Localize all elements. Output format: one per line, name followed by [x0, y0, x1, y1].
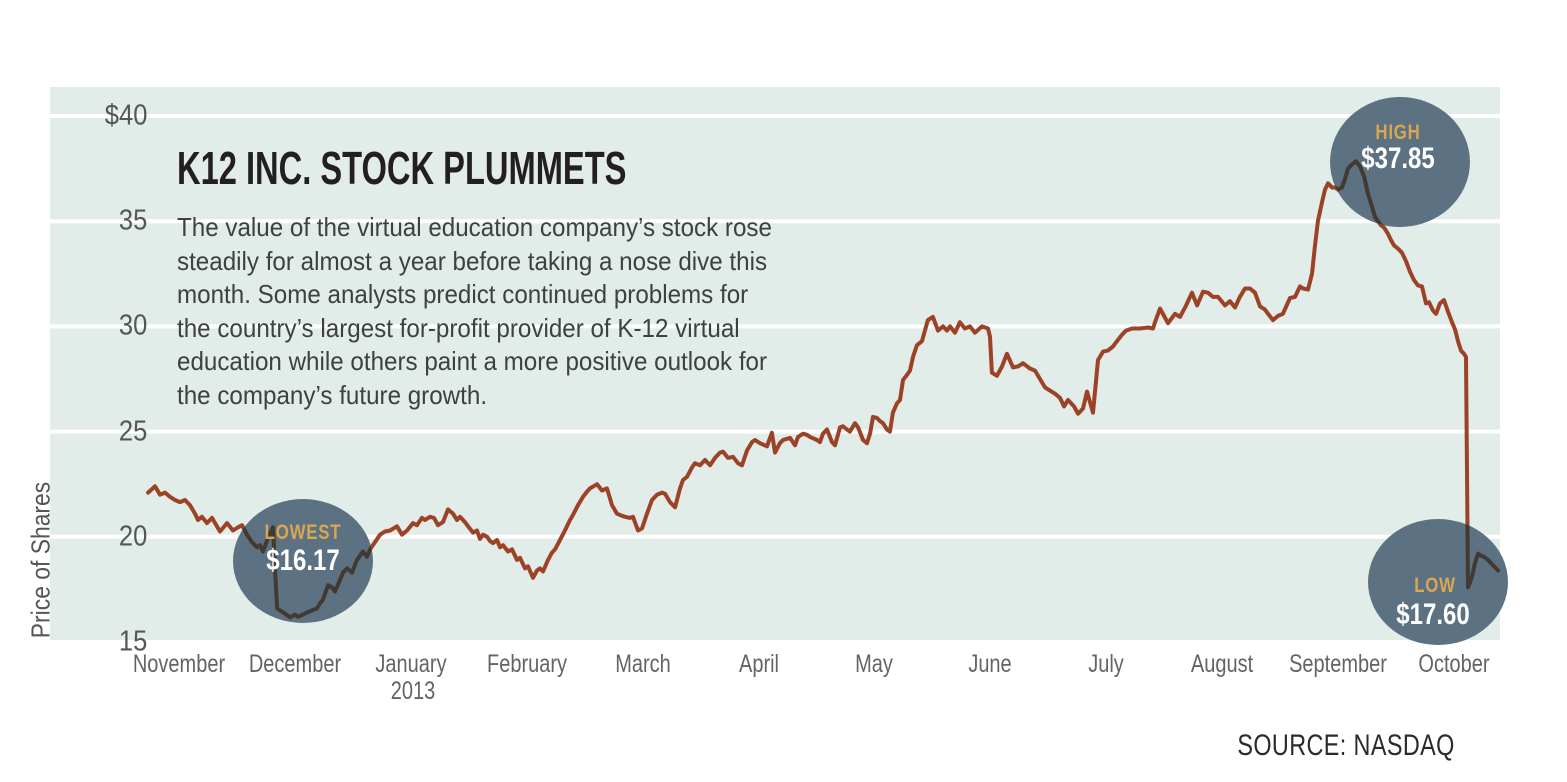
x-tick-label-june: June: [968, 650, 1012, 678]
y-tick-label-15: 15: [118, 625, 147, 658]
chart-title: K12 INC. STOCK PLUMMETS: [177, 142, 627, 194]
y-tick-label-25: 25: [118, 415, 147, 448]
x-tick-label-september: September: [1289, 650, 1387, 678]
source-attribution: SOURCE: NASDAQ: [1237, 729, 1455, 762]
x-tick-label-march: March: [614, 650, 671, 678]
lowest-callout-label: LOWEST: [264, 521, 342, 544]
high-callout-value: $37.85: [1361, 142, 1435, 175]
y-tick-label-30: 30: [118, 309, 147, 342]
x-tick-label-april: April: [738, 650, 779, 678]
x-tick-label-february: February: [486, 650, 567, 678]
low-callout-label: LOW: [1414, 574, 1456, 597]
y-tick-label-35: 35: [118, 204, 147, 237]
lowest-callout-value: $16.17: [266, 544, 340, 577]
callout-bubbles: [233, 97, 1508, 645]
gridlines: [50, 114, 1500, 644]
price-line: [146, 159, 1501, 620]
x-tick-label-august: August: [1190, 650, 1254, 678]
x-tick-label-may: May: [855, 650, 894, 678]
low-callout-bubble: [1368, 519, 1508, 645]
x-tick-label-july: July: [1088, 650, 1124, 678]
y-tick-label-40: $40: [104, 99, 147, 132]
x-tick-label-january: January: [375, 650, 447, 678]
lowest-callout-bubble: [233, 499, 373, 623]
chart-description: The value of the virtual education compa…: [177, 212, 772, 410]
high-callout-label: HIGH: [1375, 121, 1421, 144]
year-label: 2013: [390, 677, 436, 705]
y-tick-label-20: 20: [118, 520, 147, 553]
x-tick-label-december: December: [248, 650, 342, 678]
x-tick-label-november: November: [132, 650, 226, 678]
y-axis-title: Price of Shares: [25, 481, 56, 639]
low-callout-value: $17.60: [1396, 598, 1470, 631]
high-callout-bubble: [1330, 97, 1470, 227]
x-tick-label-october: October: [1418, 650, 1490, 678]
